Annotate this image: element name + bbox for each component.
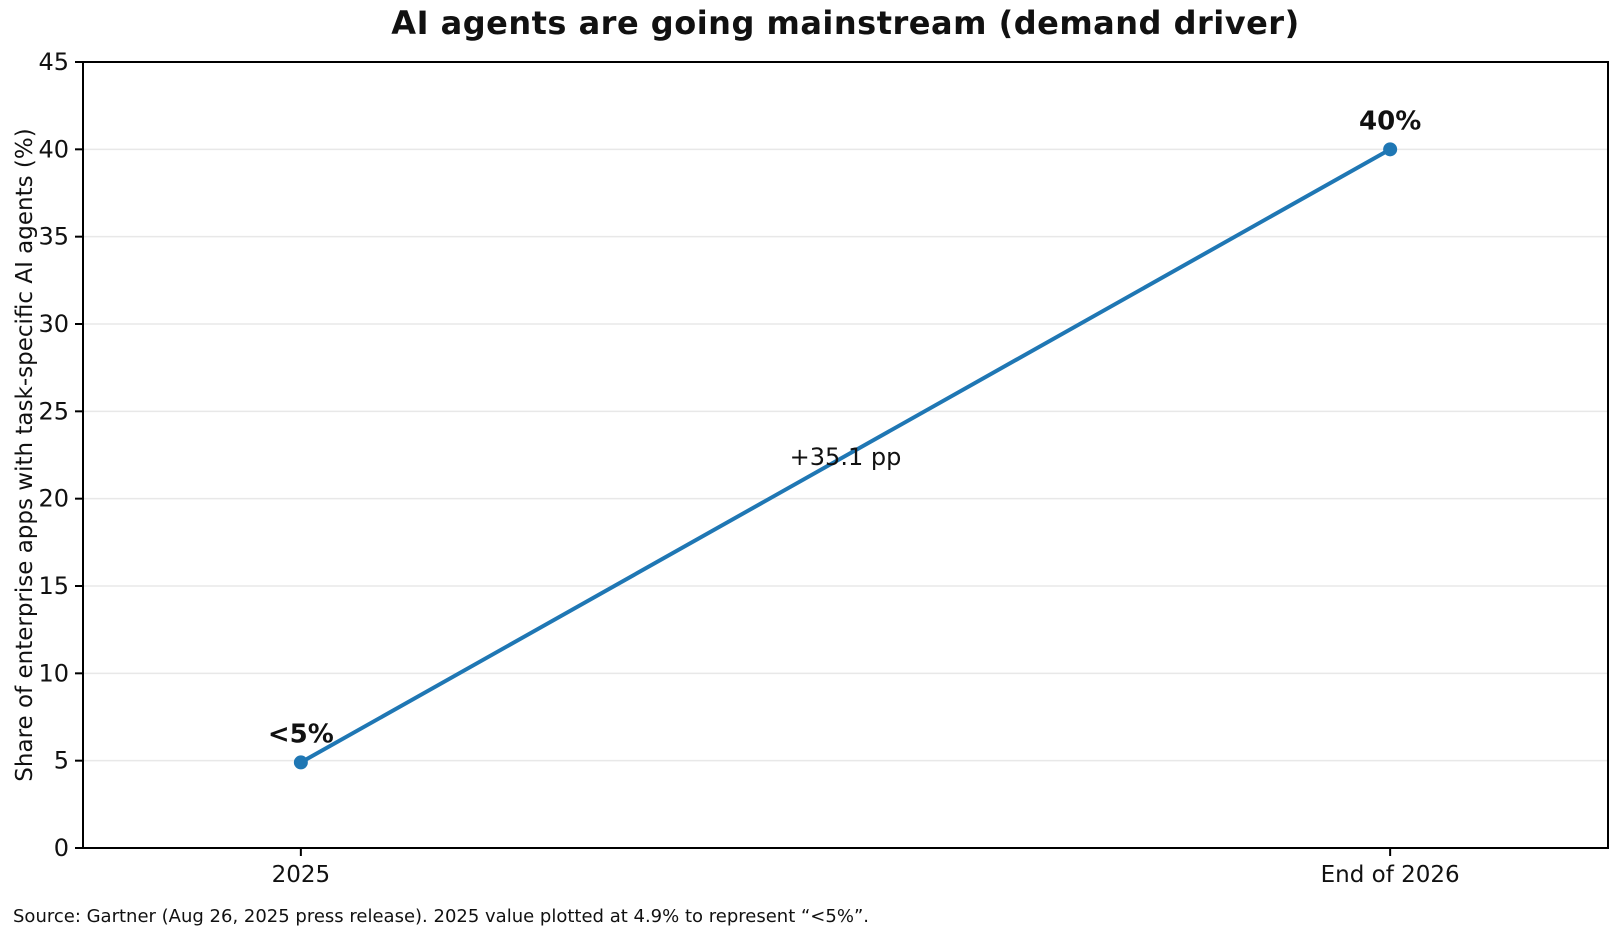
y-tick-label: 15 [38, 572, 69, 600]
y-tick-label: 30 [38, 310, 69, 338]
data-point-label: 40% [1359, 106, 1421, 136]
trend-line [298, 147, 1393, 765]
y-tick-label: 20 [38, 485, 69, 513]
data-point-label: <5% [268, 719, 334, 749]
y-tick-label: 10 [38, 659, 69, 687]
x-tick-label: End of 2026 [1321, 862, 1460, 888]
y-tick-label: 40 [38, 135, 69, 163]
chart-title: AI agents are going mainstream (demand d… [391, 4, 1300, 42]
x-tick-label: 2025 [272, 862, 331, 888]
y-tick-label: 25 [38, 397, 69, 425]
axes-frame [82, 61, 1609, 849]
y-tick-label: 35 [38, 223, 69, 251]
delta-annotation: +35.1 pp [790, 443, 902, 471]
y-tick-label: 45 [38, 48, 69, 76]
y-tick-label: 0 [54, 834, 69, 862]
data-point [1383, 142, 1398, 157]
data-point [293, 755, 308, 770]
source-note: Source: Gartner (Aug 26, 2025 press rele… [13, 906, 869, 927]
y-tick-label: 5 [54, 747, 69, 775]
